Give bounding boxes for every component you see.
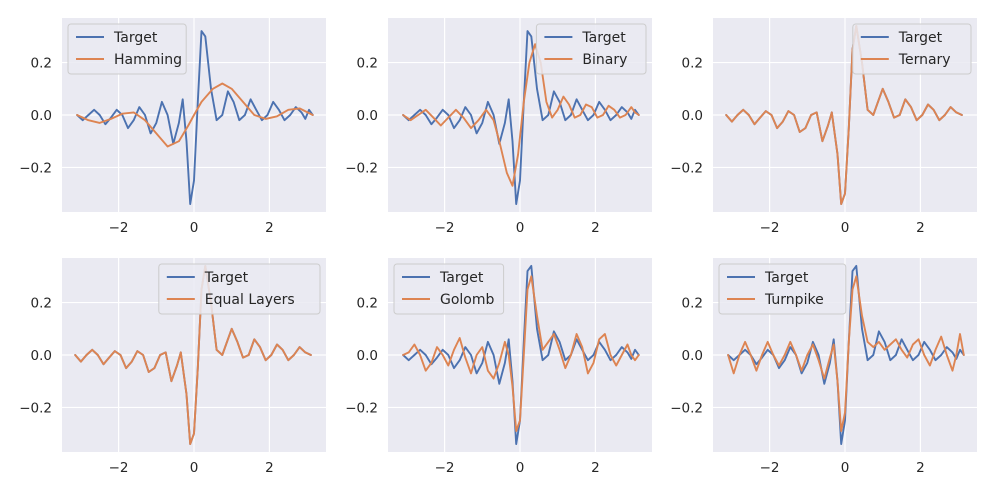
y-tick-label: 0.2 (357, 56, 378, 72)
legend: Target Hamming (67, 23, 187, 75)
legend-label: Target (113, 30, 158, 46)
y-tick-label: −0.2 (345, 160, 378, 176)
x-tick-label: 2 (265, 220, 274, 236)
legend-label: Target (898, 30, 943, 46)
legend: Target Binary (535, 23, 647, 75)
x-tick-label: 2 (916, 460, 925, 476)
y-tick-label: −0.2 (345, 400, 378, 416)
legend-label: Golomb (440, 292, 495, 308)
legend-label: Ternary (898, 52, 951, 68)
x-tick-label: 0 (841, 460, 850, 476)
series-line-turnpike (727, 275, 965, 432)
legend: Target Golomb (393, 263, 505, 315)
x-tick-label: −2 (109, 460, 129, 476)
series-line-target (76, 30, 314, 206)
y-tick-label: 0.0 (682, 348, 703, 364)
x-tick-label: 0 (841, 220, 850, 236)
subplot-5: −2 0 2 −0.2 0.0 0.2 Target Golomb (345, 258, 652, 476)
legend-label: Binary (582, 52, 627, 68)
legend-label: Hamming (114, 52, 182, 68)
x-tick-label: −2 (760, 220, 780, 236)
y-tick-label: 0.2 (31, 296, 52, 312)
series-line-golomb (402, 275, 640, 432)
legend-label: Equal Layers (205, 292, 295, 308)
x-tick-label: 0 (190, 220, 199, 236)
y-tick-label: 0.0 (357, 348, 378, 364)
y-tick-label: 0.0 (31, 108, 52, 124)
y-tick-label: 0.2 (682, 296, 703, 312)
y-tick-label: 0.0 (682, 108, 703, 124)
legend-label: Turnpike (764, 292, 824, 308)
x-tick-label: −2 (435, 220, 455, 236)
x-tick-label: 2 (265, 460, 274, 476)
y-tick-label: 0.2 (682, 56, 703, 72)
y-tick-label: −0.2 (670, 400, 703, 416)
x-tick-label: 0 (190, 460, 199, 476)
series-line-hamming (76, 82, 314, 148)
x-tick-label: 0 (516, 220, 525, 236)
x-tick-label: −2 (109, 220, 129, 236)
legend-label: Target (439, 270, 484, 286)
legend: Target Ternary (852, 23, 972, 75)
x-tick-label: −2 (760, 460, 780, 476)
x-tick-label: 2 (591, 460, 600, 476)
y-tick-label: −0.2 (19, 400, 52, 416)
y-tick-label: −0.2 (670, 160, 703, 176)
series-line-target (402, 30, 640, 206)
y-tick-label: 0.2 (31, 56, 52, 72)
legend-box (158, 263, 321, 315)
subplot-3: −2 0 2 −0.2 0.0 0.2 Target Ternary (670, 18, 977, 236)
subplot-6: −2 0 2 −0.2 0.0 0.2 Target Turnpike (670, 258, 977, 476)
y-tick-label: 0.0 (357, 108, 378, 124)
series-line-equal-layers (74, 264, 312, 446)
legend-label: Target (204, 270, 249, 286)
legend: Target Equal Layers (158, 263, 321, 315)
x-tick-label: 2 (916, 220, 925, 236)
x-tick-label: 2 (591, 220, 600, 236)
y-tick-label: −0.2 (19, 160, 52, 176)
subplot-1: −2 0 2 −0.2 0.0 0.2 Target Hamming (19, 18, 326, 236)
x-tick-label: −2 (435, 460, 455, 476)
legend-label: Target (764, 270, 809, 286)
legend-label: Target (581, 30, 626, 46)
legend: Target Turnpike (718, 263, 847, 315)
series-line-ternary (725, 24, 963, 206)
y-tick-label: 0.0 (31, 348, 52, 364)
y-tick-label: 0.2 (357, 296, 378, 312)
series-line-binary (402, 43, 640, 187)
subplot-2: −2 0 2 −0.2 0.0 0.2 Target Binary (345, 18, 652, 236)
x-tick-label: 0 (516, 460, 525, 476)
subplot-4: −2 0 2 −0.2 0.0 0.2 Target Equal Layers (19, 258, 326, 476)
